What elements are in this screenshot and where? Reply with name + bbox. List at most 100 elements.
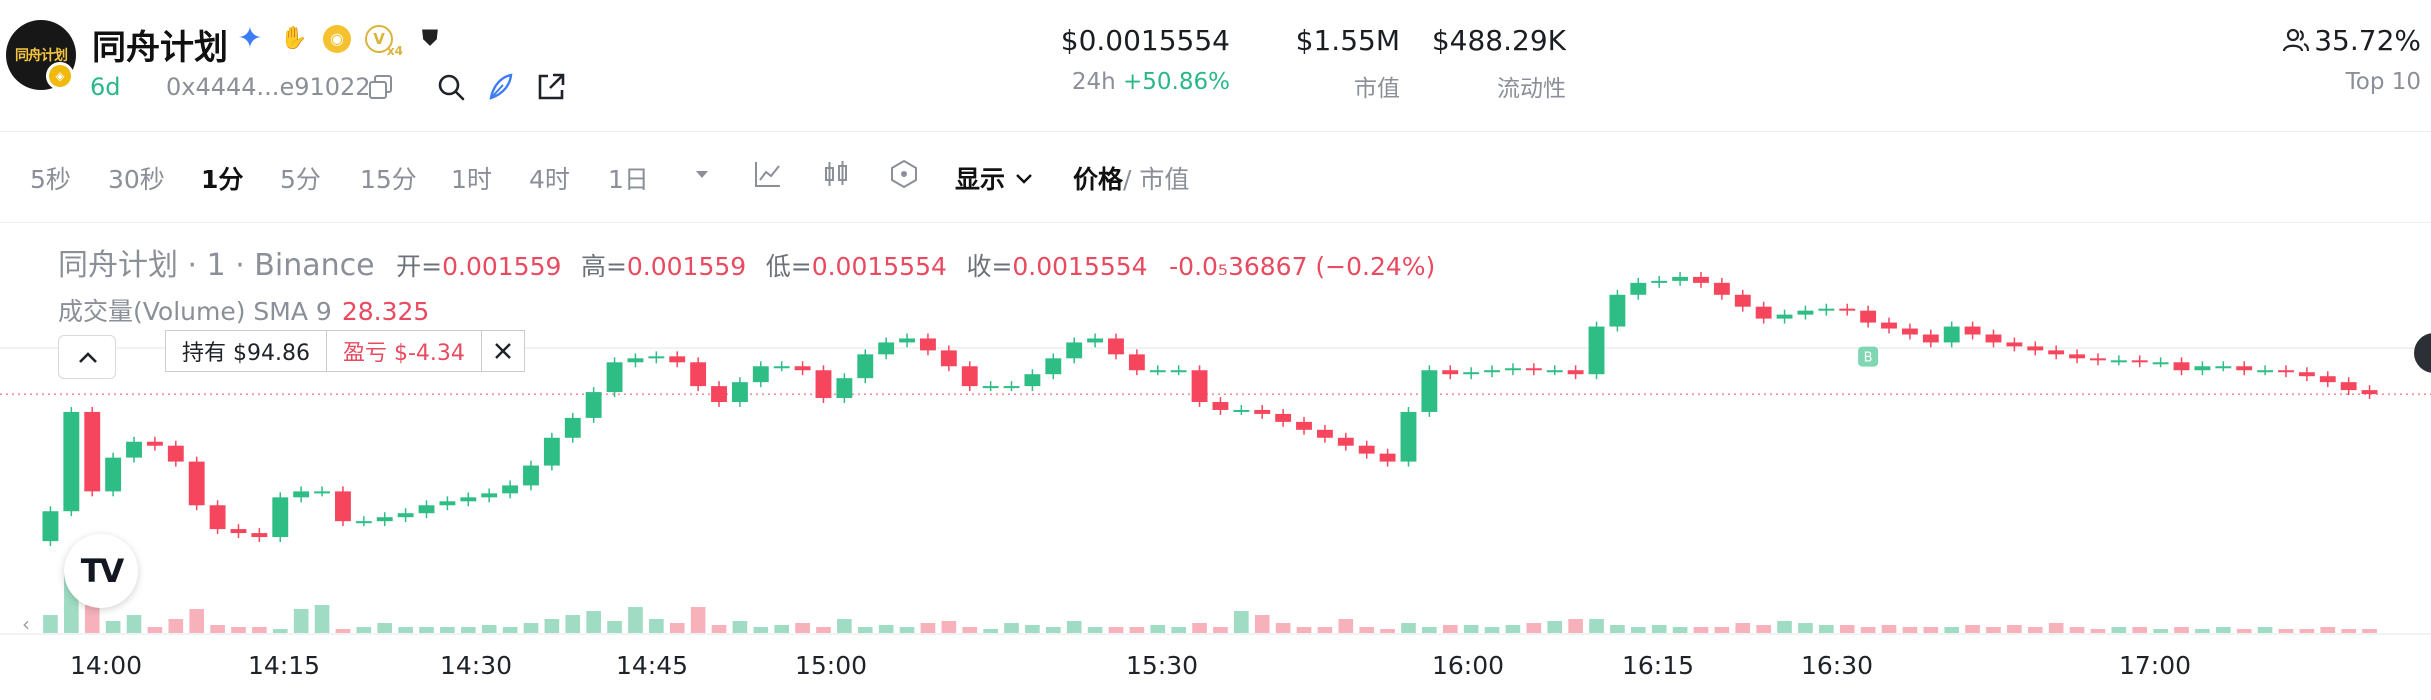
caret-down-icon[interactable]	[686, 158, 718, 190]
volume-bar	[1066, 621, 1082, 633]
volume-bar	[2299, 629, 2315, 633]
volume-bar	[252, 627, 267, 633]
external-link-icon[interactable]	[534, 70, 568, 104]
candle-body	[1881, 322, 1897, 329]
volume-bar	[1630, 627, 1646, 633]
line-chart-icon[interactable]	[752, 158, 784, 190]
candle-body	[1003, 386, 1020, 389]
time-label: 15:30	[1125, 651, 1199, 680]
tf-1m[interactable]: 1分	[201, 165, 244, 194]
volume-bar	[2320, 627, 2336, 633]
mcap-label: / 市值	[1123, 165, 1190, 194]
candle-body	[126, 441, 142, 458]
volume-bar	[837, 619, 852, 633]
close-position-button[interactable]	[482, 331, 524, 371]
price-mcap-toggle[interactable]: 价格/ 市值	[1073, 160, 1189, 196]
tf-1h[interactable]: 1时	[451, 165, 492, 194]
volume-bar	[335, 629, 351, 633]
candle-body	[167, 445, 184, 462]
stat-liquidity-label: 流动性	[1497, 76, 1566, 102]
search-icon[interactable]	[434, 70, 468, 104]
candle-body	[1233, 409, 1250, 412]
volume-bar	[1213, 627, 1228, 633]
candle-body	[920, 338, 936, 351]
volume-bar	[1714, 627, 1730, 633]
volume-bar	[1380, 629, 1395, 633]
volume-bar	[2215, 627, 2231, 633]
volume-bar	[43, 615, 58, 633]
candle-body	[188, 461, 205, 506]
volume-bar	[1234, 611, 1249, 633]
volume-bar	[1192, 623, 1207, 633]
buy-marker[interactable]: B	[1858, 346, 1879, 367]
volume-bar	[732, 621, 748, 633]
volume-bar	[1108, 627, 1124, 633]
candle-body	[2173, 362, 2190, 371]
contract-address[interactable]: 0x4444...e91022	[166, 73, 371, 101]
candle-body	[2006, 342, 2023, 347]
candle-body	[1421, 370, 1438, 412]
candle-body	[2236, 366, 2253, 371]
candle-body	[2215, 366, 2232, 369]
legend-low: 0.0015554	[811, 252, 947, 281]
time-label: 16:15	[1621, 651, 1695, 680]
candle-body	[1922, 334, 1939, 343]
tradingview-logo-icon[interactable]: TV	[64, 534, 138, 608]
indicators-icon[interactable]	[888, 158, 920, 190]
candle-body	[481, 493, 498, 498]
candle-body	[564, 417, 581, 438]
tf-4h[interactable]: 4时	[529, 165, 570, 194]
time-label: 16:00	[1431, 651, 1505, 680]
volume-bar	[105, 621, 121, 633]
collapse-legend-button[interactable]	[58, 335, 116, 379]
candlestick-icon[interactable]	[820, 158, 852, 190]
tf-15m[interactable]: 15分	[360, 165, 417, 194]
candle-body	[1713, 282, 1730, 295]
volume-bar	[272, 629, 288, 633]
volume-bar	[899, 627, 915, 633]
volume-bar	[1902, 627, 1918, 633]
feather-icon[interactable]	[483, 70, 517, 104]
candle-body	[1128, 354, 1145, 371]
candle-body	[1442, 370, 1459, 375]
tf-5s[interactable]: 5秒	[30, 165, 71, 194]
price-label: 价格	[1073, 165, 1124, 194]
candle-body	[1630, 282, 1647, 295]
candle-body	[1087, 338, 1104, 343]
candle-body	[711, 386, 727, 403]
candle-body	[2361, 390, 2378, 395]
candle-body	[84, 411, 101, 492]
volume-bar	[1442, 625, 1458, 633]
volume-bar	[941, 621, 957, 633]
candle-body	[1818, 308, 1835, 311]
volume-bar	[1568, 619, 1583, 633]
position-box: 持有 $94.86 盈亏 $-4.34	[165, 330, 525, 372]
volume-bar	[2278, 629, 2294, 633]
legend-open-label: 开=	[396, 252, 443, 281]
candle-body	[1358, 445, 1375, 454]
price-scale-handle[interactable]	[2414, 333, 2431, 373]
copy-icon[interactable]	[367, 73, 395, 101]
candle-body	[2340, 382, 2357, 391]
volume-value: 28.325	[341, 297, 430, 326]
tf-5m[interactable]: 5分	[280, 165, 321, 194]
tf-1d[interactable]: 1日	[608, 165, 649, 194]
candle-body	[1651, 280, 1668, 283]
volume-bar	[857, 627, 873, 633]
volume-bar	[1338, 619, 1354, 633]
volume-bar	[649, 619, 664, 633]
candle-body	[2069, 354, 2085, 359]
candle-body	[1755, 306, 1772, 319]
candle-body	[42, 511, 59, 542]
candle-body	[2110, 360, 2127, 363]
volume-bar	[795, 623, 810, 633]
display-menu[interactable]: 显示	[955, 160, 1034, 196]
legend-high: 0.001559	[626, 252, 747, 281]
volume-bar	[1150, 625, 1166, 633]
tf-30s[interactable]: 30秒	[108, 165, 165, 194]
scroll-left-icon[interactable]: ‹	[22, 612, 30, 636]
candle-body	[397, 513, 414, 518]
volume-bar	[628, 607, 643, 633]
candle-body	[669, 356, 686, 363]
shield-icon: ⛊	[421, 26, 439, 51]
